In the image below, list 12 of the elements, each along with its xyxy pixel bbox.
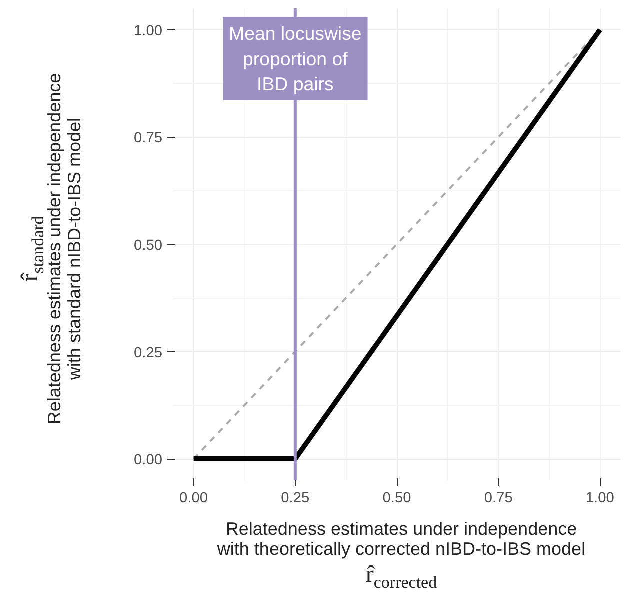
y-tick-label: 0.50 bbox=[134, 238, 163, 254]
x-tick-label: 1.00 bbox=[586, 490, 614, 506]
ref-line-label: Mean locuswise proportion of IBD pairs bbox=[229, 23, 362, 94]
y-tick-label: 1.00 bbox=[134, 23, 163, 40]
x-tick-label: 0.25 bbox=[281, 490, 310, 506]
x-tick-label: 0.00 bbox=[180, 490, 208, 506]
y-tick-label: 0.75 bbox=[134, 130, 163, 147]
y-tick-label: 0.00 bbox=[134, 452, 163, 469]
x-axis-title: Relatedness estimates under independence with theoretically corrected nIBD-to-IBS model r̂$_{corrected}$ bbox=[216, 519, 587, 592]
x-tick-label: 0.75 bbox=[484, 490, 513, 506]
y-tick-label: 0.25 bbox=[134, 345, 163, 362]
x-tick-label: 0.50 bbox=[382, 490, 412, 506]
